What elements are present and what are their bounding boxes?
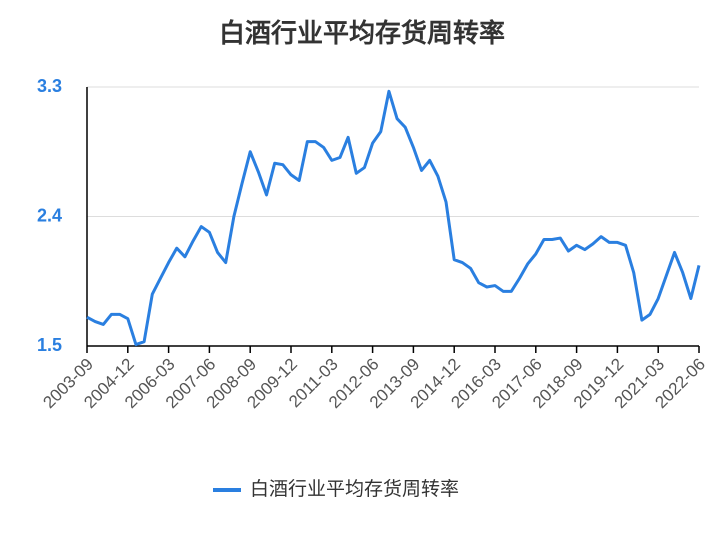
data-line xyxy=(86,89,701,347)
chart-title: 白酒行业平均存货周转率 xyxy=(219,18,505,48)
legend-label: 白酒行业平均存货周转率 xyxy=(250,478,459,500)
y-tick-label: 2.4 xyxy=(37,205,62,225)
y-tick-label: 3.3 xyxy=(37,76,62,96)
y-tick-label: 1.5 xyxy=(37,335,62,355)
